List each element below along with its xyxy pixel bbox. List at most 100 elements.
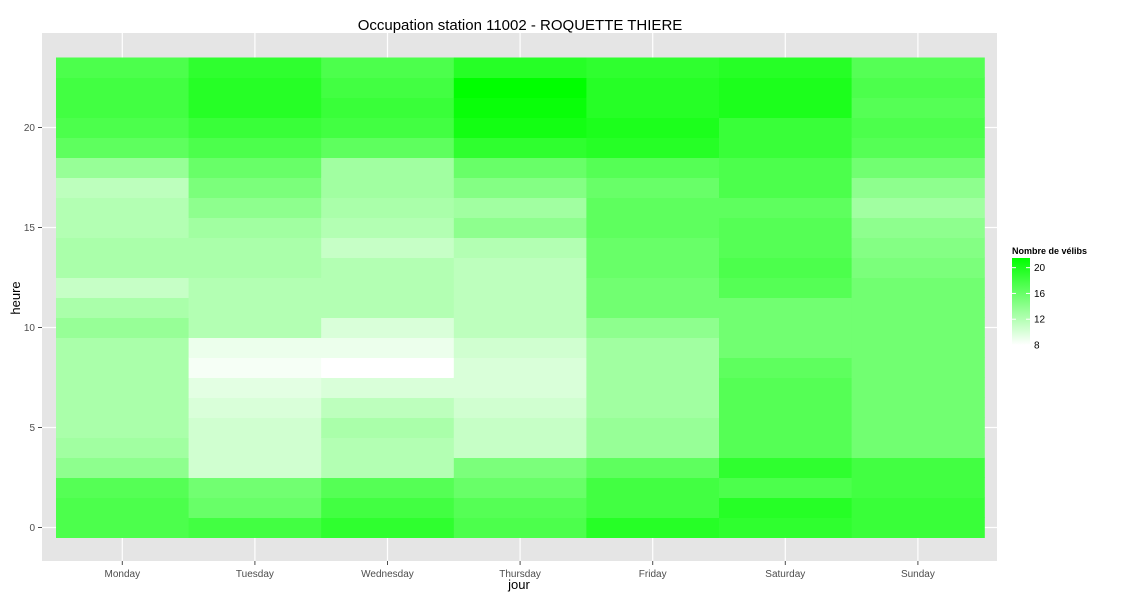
heatmap-tile	[56, 457, 190, 478]
heatmap-tile	[56, 417, 190, 438]
y-tick-label: 5	[29, 423, 35, 434]
heatmap-tile	[719, 317, 853, 338]
x-tick-label: Sunday	[901, 569, 935, 580]
heatmap-tile	[851, 437, 985, 458]
heatmap-tile	[188, 397, 322, 418]
heatmap-tile	[719, 297, 853, 318]
heatmap-tile	[321, 117, 455, 138]
heatmap-tile	[321, 437, 455, 458]
heatmap-tile	[453, 497, 587, 518]
heatmap-tile	[851, 117, 985, 138]
heatmap-tile	[188, 417, 322, 438]
heatmap-tile	[851, 317, 985, 338]
heatmap-tile	[453, 117, 587, 138]
heatmap-tile	[719, 497, 853, 518]
legend-label: 12	[1034, 315, 1046, 326]
heatmap-tile	[321, 217, 455, 238]
heatmap-tile	[851, 377, 985, 398]
y-tick-label: 0	[29, 523, 35, 534]
x-tick-label: Wednesday	[361, 569, 414, 580]
x-tick-label: Tuesday	[236, 569, 274, 580]
heatmap-tile	[453, 57, 587, 78]
legend-label: 20	[1034, 263, 1046, 274]
heatmap-tile	[56, 137, 190, 158]
heatmap-tile	[56, 217, 190, 238]
heatmap-tile	[56, 77, 190, 98]
heatmap-tile	[188, 317, 322, 338]
heatmap-tile	[453, 377, 587, 398]
heatmap-tile	[851, 397, 985, 418]
x-tick-label: Saturday	[765, 569, 805, 580]
heatmap-tile	[719, 517, 853, 538]
heatmap-tile	[719, 397, 853, 418]
heatmap-tile	[453, 277, 587, 298]
heatmap-tile	[453, 317, 587, 338]
legend-title: Nombre de vélibs	[1012, 246, 1087, 256]
heatmap-tile	[188, 277, 322, 298]
heatmap-tile	[851, 137, 985, 158]
heatmap-tile	[188, 57, 322, 78]
legend-ticks: 20 16 12 8	[1012, 263, 1046, 352]
heatmap-tile	[188, 477, 322, 498]
heatmap-tile	[586, 317, 720, 338]
chart-title: Occupation station 11002 - ROQUETTE THIE…	[358, 17, 683, 34]
heatmap-tile	[586, 57, 720, 78]
heatmap-tile	[453, 517, 587, 538]
heatmap-tile	[453, 397, 587, 418]
heatmap-tile	[851, 457, 985, 478]
heatmap-tile	[321, 477, 455, 498]
heatmap-tile	[719, 77, 853, 98]
heatmap-tile	[321, 317, 455, 338]
y-axis-title: heure	[8, 281, 23, 314]
heatmap-tile	[188, 377, 322, 398]
heatmap-tile	[851, 277, 985, 298]
heatmap-tile	[56, 117, 190, 138]
heatmap-tile	[851, 357, 985, 378]
heatmap-tile	[188, 257, 322, 278]
y-tick-label: 20	[24, 123, 36, 134]
heatmap-tile	[321, 97, 455, 118]
heatmap-tile	[453, 157, 587, 178]
heatmap-tile	[586, 377, 720, 398]
x-tick-label: Thursday	[499, 569, 541, 580]
heatmap-tile	[188, 437, 322, 458]
heatmap-tile	[851, 177, 985, 198]
heatmap-tile	[188, 117, 322, 138]
heatmap-tile	[321, 377, 455, 398]
heatmap-tile	[321, 357, 455, 378]
heatmap-tile	[321, 77, 455, 98]
heatmap-tile	[719, 157, 853, 178]
heatmap-tile	[56, 477, 190, 498]
heatmap-tile	[321, 237, 455, 258]
heatmap-tile	[851, 297, 985, 318]
heatmap-tile	[321, 337, 455, 358]
heatmap-tile	[453, 457, 587, 478]
heatmap-tile	[586, 357, 720, 378]
heatmap-tile	[56, 177, 190, 198]
heatmap-tile	[719, 137, 853, 158]
heatmap-tile	[719, 117, 853, 138]
heatmap-tile	[56, 517, 190, 538]
heatmap-tile	[321, 197, 455, 218]
heatmap-tile	[321, 177, 455, 198]
heatmap-tile	[719, 97, 853, 118]
heatmap-tile	[453, 137, 587, 158]
heatmap-tiles	[56, 57, 985, 538]
legend: Nombre de vélibs 20 16 12 8	[1012, 246, 1087, 352]
heatmap-tile	[56, 397, 190, 418]
heatmap-tile	[321, 137, 455, 158]
heatmap-tile	[56, 337, 190, 358]
heatmap-tile	[719, 477, 853, 498]
heatmap-tile	[851, 497, 985, 518]
heatmap-tile	[453, 437, 587, 458]
heatmap-tile	[453, 257, 587, 278]
heatmap-tile	[851, 77, 985, 98]
heatmap-tile	[586, 337, 720, 358]
heatmap-tile	[586, 137, 720, 158]
heatmap-tile	[188, 457, 322, 478]
heatmap-tile	[188, 97, 322, 118]
heatmap-tile	[586, 177, 720, 198]
heatmap-tile	[188, 197, 322, 218]
heatmap-tile	[188, 77, 322, 98]
heatmap-tile	[719, 257, 853, 278]
